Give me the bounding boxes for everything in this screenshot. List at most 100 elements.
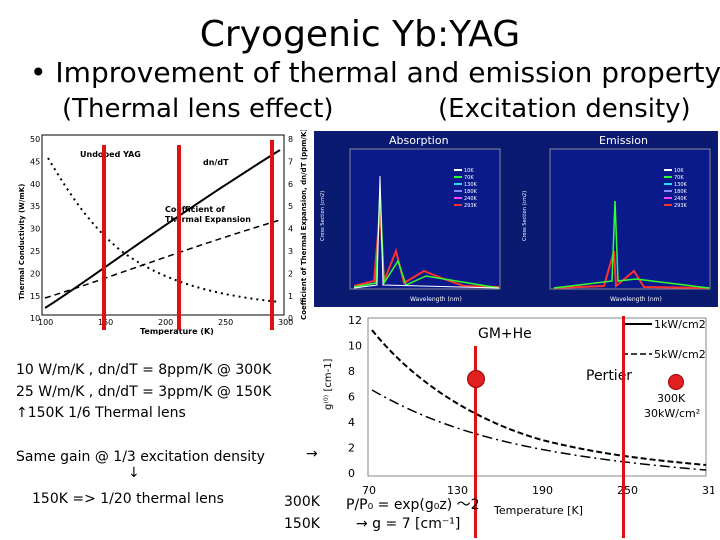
red-line-100: [102, 145, 106, 330]
red-line-gain-2: [622, 316, 625, 538]
ytick-right: 3: [288, 247, 293, 256]
yticks-right: 8 7 6 5 4 3 2 1 0: [288, 135, 293, 323]
note-line3: ↑150K 1/6 Thermal lens: [16, 405, 186, 421]
conductivity-curve: [47, 157, 281, 303]
spectra-svg: Wavelength (nm) Wavelength (nm) Cross Se…: [320, 148, 711, 303]
legend-swatch: [454, 204, 462, 206]
abs-green: [353, 190, 500, 289]
ytick-left: 45: [30, 157, 40, 166]
note-line4: Same gain @ 1/3 excitation density: [16, 449, 265, 465]
legend-swatch: [664, 183, 672, 185]
gain-yticks: 12 10 8 6 4 2 0: [348, 314, 362, 480]
legend-label: 293K: [464, 203, 478, 209]
gain-legend-1: 1kW/cm2: [654, 318, 706, 331]
slide-title: Cryogenic Yb:YAG: [199, 14, 521, 55]
ytick-left: 35: [30, 202, 40, 211]
red-dot-legend: [668, 374, 684, 390]
xtick: 200: [158, 318, 173, 327]
legend-label: 240K: [464, 196, 478, 202]
absorption-title: Absorption: [389, 134, 449, 147]
em-xlabel: Wavelength (nm): [610, 296, 662, 303]
gain-chart-frame: [367, 317, 707, 477]
ylabel-left: Thermal Conductivity (W/mK): [18, 184, 26, 300]
gain-ytick: 6: [348, 391, 355, 404]
note-line1: 10 W/m/K , dn/dT = 8ppm/K @ 300K: [16, 362, 272, 378]
formula-1: P/P₀ = exp(g₀z) ～2: [346, 497, 480, 513]
ytick-right: 2: [288, 269, 293, 278]
abs-xlabel: Wavelength (nm): [410, 296, 462, 303]
note-300k: 300K: [284, 494, 320, 510]
legend-label: 10K: [464, 168, 474, 174]
gain-xtick: 70: [362, 484, 376, 497]
em-red: [553, 250, 710, 289]
xtick: 300: [278, 318, 293, 327]
legend-swatch: [454, 176, 462, 178]
legend-label: 70K: [674, 175, 684, 181]
gain-ylabel: g⁽⁰⁾ [cm-1]: [323, 358, 334, 410]
xtick: 250: [218, 318, 233, 327]
gain-curve-2: [371, 389, 707, 471]
gain-legend-2: 5kW/cm2: [654, 348, 706, 361]
legend-undoped: Undoped YAG: [80, 150, 141, 159]
red-line-150: [177, 145, 181, 330]
legend-label: 180K: [674, 189, 688, 195]
gain-ytick: 10: [348, 340, 362, 353]
dndt-curve: [44, 149, 281, 309]
thermal-chart: Undoped YAG dn/dT Coefficient of Thermal…: [18, 130, 308, 335]
ytick-left: 30: [30, 225, 40, 234]
note-150k: 150K: [284, 516, 320, 532]
note-line2: 25 W/m/K , dn/dT = 3ppm/K @ 150K: [16, 384, 272, 400]
em-ylabel: Cross Section (cm2): [522, 191, 528, 241]
dot-label-300k: 300K: [657, 392, 686, 405]
xtick: 100: [38, 318, 53, 327]
gain-xlabel: Temperature [K]: [493, 504, 583, 517]
ytick-left: 25: [30, 247, 40, 256]
gain-xtick: 190: [532, 484, 553, 497]
label-coef2: Thermal Expansion: [165, 215, 251, 224]
em-plot: [549, 148, 711, 290]
dot-label-power: 30kW/cm²: [644, 407, 701, 420]
gain-chart: 1kW/cm2 5kW/cm2 g⁽⁰⁾ [cm-1] Temperature …: [323, 314, 714, 517]
ytick-right: 6: [288, 180, 293, 189]
gain-ytick: 8: [348, 365, 355, 378]
ytick-left: 10: [30, 314, 40, 323]
ytick-right: 1: [288, 292, 293, 301]
ytick-left: 40: [30, 180, 40, 189]
gain-ytick: 4: [348, 416, 355, 429]
ytick-right: 0: [288, 314, 293, 323]
label-dndt: dn/dT: [203, 158, 229, 167]
gain-xtick: 310: [702, 484, 714, 497]
ytick-left: 20: [30, 269, 40, 278]
legend-label: 240K: [674, 196, 688, 202]
cte-curve: [44, 219, 281, 299]
bullet-point: • Improvement of thermal and emission pr…: [30, 56, 720, 89]
em-green: [553, 200, 710, 289]
legend-swatch: [454, 190, 462, 192]
label-coef: Coefficient of: [165, 205, 225, 214]
ytick-right: 7: [288, 157, 293, 166]
legend-swatch: [664, 169, 672, 171]
xlabel: Temperature (K): [140, 327, 214, 335]
ylabel-right: Coefficient of Thermal Expansion, dn/dT …: [300, 130, 308, 320]
sub-excitation-density: (Excitation density): [438, 94, 691, 124]
legend-label: 10K: [674, 168, 684, 174]
legend-swatch: [454, 197, 462, 199]
peltier-label: Pertier: [586, 368, 633, 384]
red-line-gain-1: [474, 346, 477, 538]
formula-2: → g = 7 [cm⁻¹]: [356, 516, 461, 532]
gain-ytick: 2: [348, 442, 355, 455]
legend-swatch: [664, 176, 672, 178]
xticks: 100150200250300: [38, 318, 293, 327]
red-line-300: [270, 140, 274, 330]
abs-ylabel: Cross Section (cm2): [320, 191, 326, 241]
gain-ytick: 12: [348, 314, 362, 327]
abs-white: [353, 175, 500, 289]
gain-xtick: 130: [447, 484, 468, 497]
note-arrow-right: →: [306, 446, 318, 462]
ytick-right: 5: [288, 202, 293, 211]
legend-label: 70K: [464, 175, 474, 181]
ytick-left: 50: [30, 135, 40, 144]
note-arrow-down: ↓: [128, 465, 140, 481]
